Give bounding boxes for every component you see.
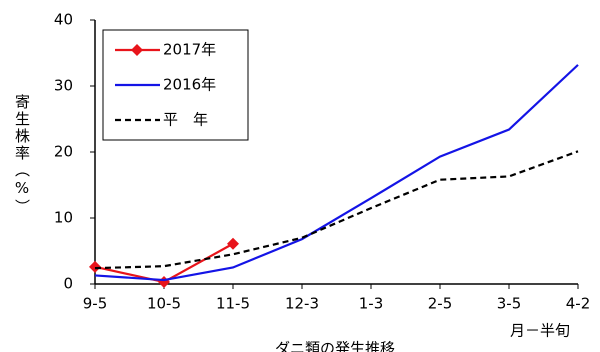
x-tick-label: 3-5	[497, 295, 522, 313]
y-tick-label: 40	[54, 11, 73, 29]
x-tick-label: 11-5	[216, 295, 250, 313]
x-tick-label: 12-3	[285, 295, 319, 313]
y-tick-label: 0	[63, 275, 73, 293]
marker	[227, 237, 239, 250]
x-tick-label: 10-5	[147, 295, 181, 313]
y-tick-label: 30	[54, 77, 73, 95]
chart-title: ダニ類の発生推移	[275, 340, 395, 352]
marker	[89, 260, 101, 273]
y-axis-label: 寄生株率（%）	[13, 93, 31, 216]
legend-label: 2016年	[163, 76, 216, 94]
y-tick-label: 20	[54, 143, 73, 161]
legend-label: 2017年	[163, 41, 216, 59]
x-tick-label: 9-5	[83, 295, 108, 313]
x-axis-label: 月－半旬	[510, 322, 570, 340]
y-tick-label: 10	[54, 209, 73, 227]
x-tick-label: 2-5	[428, 295, 453, 313]
series-line	[94, 64, 579, 282]
marker	[158, 276, 170, 289]
x-tick-label: 4-2	[566, 295, 591, 313]
x-tick-label: 1-3	[359, 295, 384, 313]
series-line	[94, 150, 579, 270]
legend-marker	[131, 44, 143, 56]
legend-label: 平 年	[163, 111, 208, 129]
